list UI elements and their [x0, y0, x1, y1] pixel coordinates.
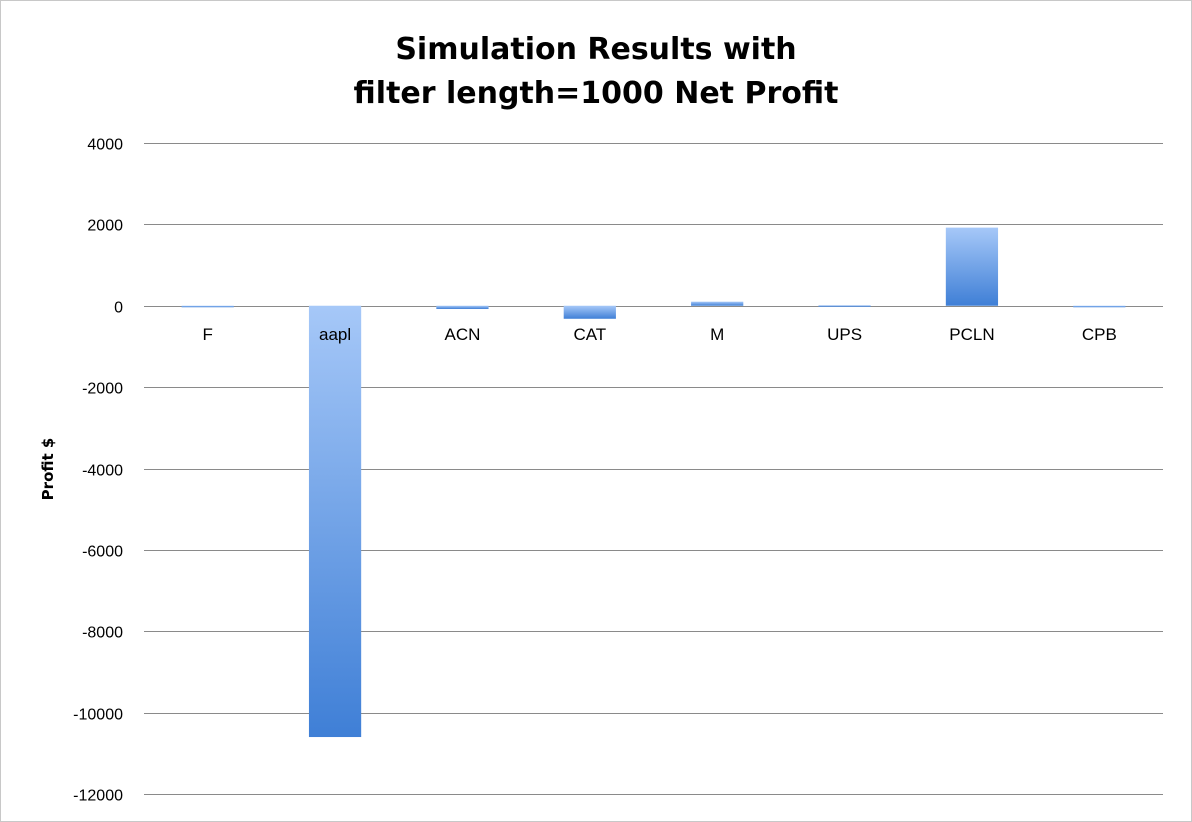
y-axis-ticks: 4000 2000 0 -2000 -4000 -6000 -8000 -10000 -1200…	[73, 137, 123, 805]
category-label-f: F	[202, 325, 212, 344]
y-tick-label: 0	[114, 300, 123, 317]
bars	[181, 227, 1126, 738]
bar-ups	[818, 305, 871, 307]
chart-title-line-2: filter length=1000 Net Profit	[354, 76, 839, 111]
y-tick-label: -4000	[82, 463, 123, 480]
category-label-acn: ACN	[444, 325, 480, 344]
bar-pcln	[945, 227, 999, 306]
bar-aapl	[308, 305, 362, 738]
y-tick-label: 2000	[87, 218, 123, 235]
bar-cpb	[1073, 305, 1126, 308]
bar-cat	[563, 305, 616, 319]
y-tick-label: -8000	[82, 625, 123, 642]
y-tick-label: -6000	[82, 544, 123, 561]
category-label-aapl: aapl	[319, 325, 351, 344]
y-tick-label: -12000	[73, 788, 123, 805]
y-tick-label: 4000	[87, 137, 123, 154]
category-label-cat: CAT	[573, 325, 606, 344]
category-label-ups: UPS	[827, 325, 862, 344]
chart-title-line-1: Simulation Results with	[395, 32, 796, 67]
category-label-pcln: PCLN	[949, 325, 994, 344]
gridlines	[144, 143, 1163, 795]
category-label-cpb: CPB	[1082, 325, 1117, 344]
bar-m	[691, 301, 744, 306]
y-tick-label: -10000	[73, 707, 123, 724]
bar-f	[181, 305, 234, 308]
y-axis-label: Profit $	[39, 438, 57, 501]
y-tick-label: -2000	[82, 381, 123, 398]
bar-acn	[436, 305, 489, 310]
category-label-m: M	[710, 325, 724, 344]
